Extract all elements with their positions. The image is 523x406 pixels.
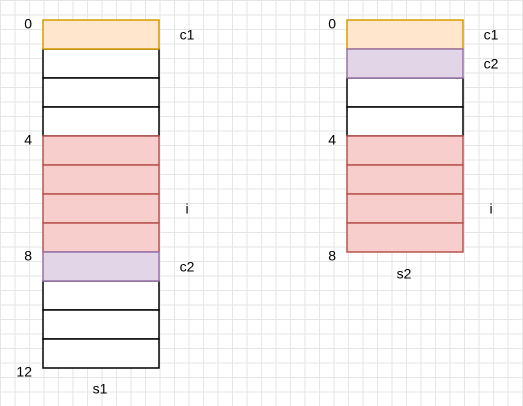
byte-cell-char2 [346, 48, 464, 79]
byte-cell-char [42, 19, 160, 50]
byte-cell-int [346, 164, 464, 195]
field-label: i [185, 201, 188, 217]
struct-name-label: s1 [93, 381, 108, 397]
field-label: c1 [180, 27, 195, 43]
byte-cell-int [42, 193, 160, 224]
field-label: c2 [180, 259, 195, 275]
byte-cell-int [42, 135, 160, 166]
offset-label: 8 [328, 248, 336, 264]
byte-cell-int [346, 222, 464, 253]
byte-cell-empty [42, 338, 160, 369]
byte-cell-int [346, 135, 464, 166]
struct-s1-layout: 0 4 8 12 c1 i c2 s1 [16, 16, 194, 397]
offset-label: 12 [16, 364, 32, 380]
offset-label: 4 [328, 132, 336, 148]
byte-cell-empty [346, 77, 464, 108]
offset-label: 8 [24, 248, 32, 264]
byte-cell-int [42, 222, 160, 253]
byte-cell-empty [42, 280, 160, 311]
byte-cell-int [42, 164, 160, 195]
byte-cell-char [346, 19, 464, 50]
byte-cell-empty [42, 48, 160, 79]
struct-name-label: s2 [397, 266, 412, 282]
offset-label: 4 [24, 132, 32, 148]
byte-cell-empty [42, 77, 160, 108]
field-label: c2 [484, 56, 499, 72]
byte-cell-char2 [42, 251, 160, 282]
offset-label: 0 [328, 16, 336, 32]
byte-cell-int [346, 193, 464, 224]
field-label: i [489, 201, 492, 217]
byte-cell-empty [42, 309, 160, 340]
byte-cell-empty [42, 106, 160, 137]
byte-cell-empty [346, 106, 464, 137]
struct-s2-layout: 0 4 8 c1 c2 i s2 [328, 16, 498, 282]
field-label: c1 [484, 27, 499, 43]
offset-label: 0 [24, 16, 32, 32]
